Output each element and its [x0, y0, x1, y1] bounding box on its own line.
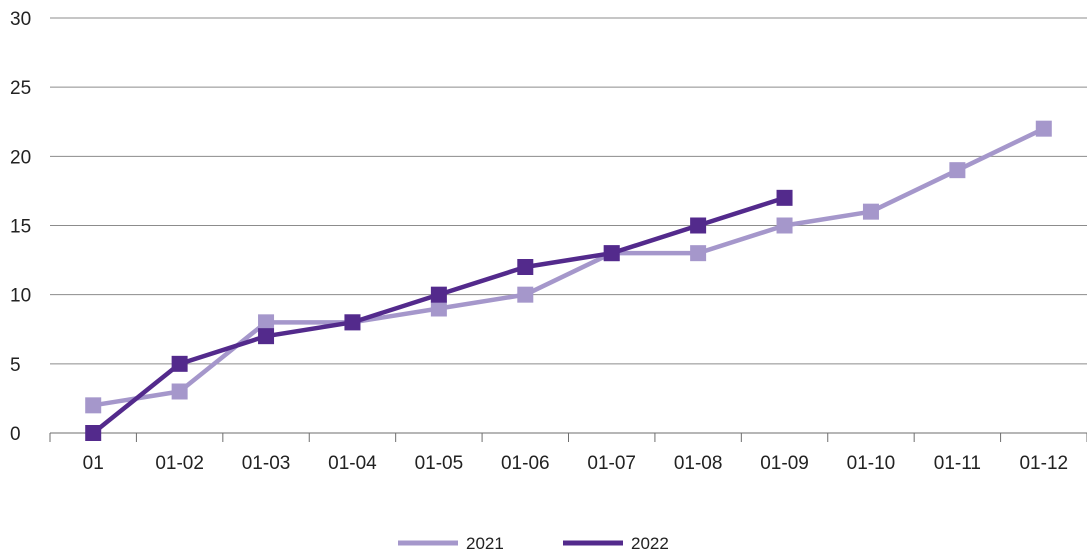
y-tick-label: 0: [10, 424, 21, 445]
x-axis: [49, 432, 1087, 442]
series-2022: [85, 189, 793, 441]
x-tick-label: 01-10: [847, 453, 896, 474]
data-point-marker: [171, 383, 188, 400]
x-tick-label: 01-11: [934, 453, 981, 474]
data-point-marker: [85, 397, 102, 414]
x-tick-label: 01-03: [242, 453, 291, 474]
series-2021: [85, 120, 1052, 414]
x-tick-label: 01: [83, 453, 104, 474]
data-point-marker: [517, 286, 534, 303]
data-point-marker: [1035, 120, 1052, 137]
data-point-marker: [776, 189, 793, 206]
data-point-marker: [258, 314, 275, 331]
data-point-marker: [690, 245, 707, 262]
data-point-marker: [258, 328, 275, 345]
data-point-marker: [85, 425, 102, 441]
data-point-marker: [603, 245, 620, 262]
y-axis-tick-labels: 0 5 10 15 20 25 30: [10, 9, 31, 445]
y-tick-label: 5: [10, 355, 21, 376]
legend: 2021 2022: [398, 534, 669, 553]
x-tick-label: 01-08: [674, 453, 723, 474]
y-tick-label: 15: [10, 217, 31, 238]
x-tick-label: 01-02: [155, 453, 204, 474]
data-point-marker: [862, 203, 879, 220]
y-tick-label: 30: [10, 9, 31, 30]
y-tick-label: 25: [10, 78, 31, 99]
data-point-marker: [430, 300, 447, 317]
legend-label-2022: 2022: [631, 534, 669, 553]
x-axis-tick-labels: 01 01-02 01-03 01-04 01-05 01-06 01-07 01-08 01-…: [83, 453, 1068, 474]
data-point-marker: [344, 314, 361, 331]
data-point-marker: [430, 286, 447, 303]
gridlines: [50, 17, 1087, 365]
data-point-marker: [517, 259, 534, 275]
x-tick-label: 01-12: [1019, 453, 1068, 474]
x-tick-label: 01-07: [587, 453, 636, 474]
series-line-2021: [92, 126, 1045, 408]
data-point-marker: [690, 217, 707, 234]
data-point-marker: [949, 162, 966, 179]
y-tick-label: 10: [10, 286, 31, 307]
data-point-marker: [171, 355, 188, 372]
x-tick-label: 01-05: [415, 453, 464, 474]
data-point-marker: [776, 217, 793, 234]
x-tick-label: 01-04: [328, 453, 377, 474]
x-tick-label: 01-09: [760, 453, 809, 474]
series-lines: [85, 120, 1052, 441]
y-tick-label: 20: [10, 147, 31, 168]
legend-label-2021: 2021: [466, 534, 504, 553]
x-tick-label: 01-06: [501, 453, 550, 474]
